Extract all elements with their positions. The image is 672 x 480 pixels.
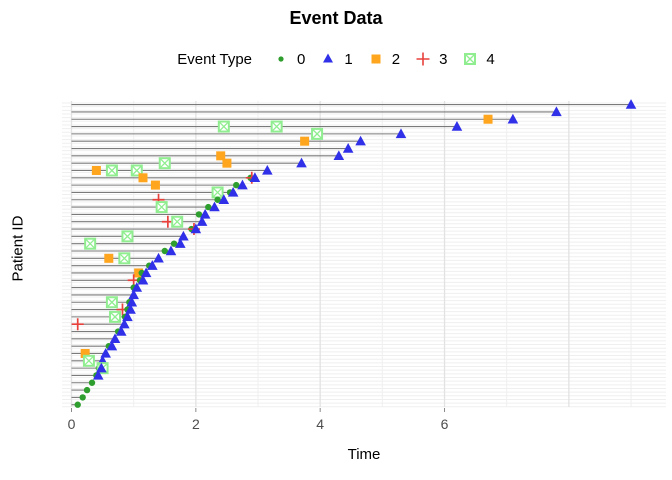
event-marker-type0 (233, 181, 240, 189)
event-marker-type1 (140, 267, 152, 278)
event-marker-type0 (88, 379, 96, 386)
legend-item-label: 1 (344, 50, 353, 68)
legend-item-label: 2 (391, 50, 401, 68)
legend: Event Type 0 1 2 3 4 (0, 50, 672, 68)
event-marker-type4 (118, 252, 130, 264)
event-marker-type1 (342, 143, 354, 153)
event-marker-type1 (178, 230, 189, 241)
event-marker-type1 (126, 296, 138, 307)
event-marker-type2 (80, 348, 90, 358)
legend-item-3: 3 (414, 50, 447, 68)
event-marker-type2 (300, 136, 310, 146)
event-marker-type1 (165, 245, 177, 256)
event-marker-type4 (106, 296, 118, 308)
event-marker-type1 (190, 223, 202, 234)
y-axis-label: Patient ID (9, 215, 27, 282)
event-marker-type1 (355, 135, 366, 146)
event-marker-type1 (106, 340, 118, 351)
x-axis-tick-label: 0 (68, 416, 76, 432)
event-marker-type0 (214, 196, 221, 203)
legend-item-label: 3 (439, 50, 448, 68)
legend-item-2: 2 (367, 50, 400, 68)
legend-item-1: 1 (319, 50, 353, 68)
event-marker-type2 (150, 180, 160, 190)
event-marker-type4 (156, 201, 168, 213)
event-marker-type0 (79, 394, 86, 401)
event-marker-type2 (483, 114, 493, 124)
event-marker-type1 (128, 289, 139, 300)
event-marker-type4 (83, 355, 95, 367)
event-marker-type4 (159, 157, 171, 169)
event-marker-type1 (100, 347, 111, 358)
event-marker-type2 (138, 173, 148, 183)
event-marker-type4 (212, 186, 224, 198)
event-marker-type1 (137, 274, 149, 285)
event-marker-type2 (104, 253, 114, 263)
event-marker-type1 (625, 99, 637, 109)
event-marker-type1 (262, 164, 273, 175)
legend-item-label: 0 (297, 50, 306, 68)
filled-square-icon (371, 54, 381, 64)
chart-title: Event Data (289, 8, 383, 28)
event-marker-type1 (395, 128, 407, 139)
event-marker-type1 (196, 216, 208, 226)
event-marker-type1 (249, 172, 261, 182)
filled-triangle-icon (323, 53, 334, 63)
event-marker-type0 (195, 211, 203, 218)
event-marker-type1 (147, 260, 158, 270)
event-marker-type1 (131, 282, 143, 292)
event-marker-type1 (209, 201, 220, 212)
event-marker-type3 (71, 318, 84, 331)
x-axis-tick-label: 4 (316, 416, 324, 432)
event-marker-type0 (161, 247, 168, 255)
event-marker-type1 (296, 157, 307, 168)
event-marker-type1 (507, 113, 519, 124)
event-marker-type1 (227, 186, 239, 197)
event-marker-type1 (199, 208, 211, 219)
filled-circle-icon (278, 56, 284, 62)
event-marker-type4 (121, 230, 133, 242)
event-marker-type4 (271, 121, 283, 133)
event-marker-type4 (106, 165, 118, 176)
event-marker-type2 (222, 158, 232, 168)
event-marker-type0 (83, 386, 91, 394)
legend-item-0: 0 (272, 50, 305, 68)
event-marker-type4 (109, 311, 121, 323)
event-marker-type4 (84, 238, 96, 250)
event-marker-type1 (125, 304, 136, 314)
event-marker-type1 (237, 179, 248, 190)
event-marker-type1 (153, 252, 164, 263)
event-marker-type4 (311, 128, 323, 140)
event-marker-type1 (174, 238, 186, 248)
event-marker-type2 (91, 165, 101, 175)
legend-title: Event Type (177, 50, 253, 68)
event-marker-type0 (205, 203, 212, 211)
event-marker-type1 (218, 194, 230, 204)
event-marker-type2 (216, 151, 226, 161)
event-marker-type0 (74, 401, 81, 408)
event-marker-type1 (451, 121, 463, 131)
event-marker-type4 (218, 121, 230, 133)
event-marker-type4 (171, 216, 183, 228)
x-axis-tick-label: 6 (441, 416, 449, 432)
event-marker-type1 (115, 326, 127, 336)
legend-item-label: 4 (486, 50, 495, 68)
plus-cross-icon (416, 52, 430, 66)
crossed-open-square-icon (464, 53, 477, 65)
event-marker-type1 (119, 318, 130, 329)
event-marker-type1 (92, 369, 104, 380)
legend-item-4: 4 (461, 50, 495, 68)
event-marker-type0 (170, 240, 178, 247)
event-marker-type1 (109, 333, 121, 344)
event-marker-type1 (96, 362, 107, 373)
event-marker-type1 (122, 311, 133, 322)
event-marker-type1 (333, 150, 345, 161)
x-axis-tick-label: 2 (192, 416, 200, 432)
event-marker-type1 (551, 106, 562, 117)
x-axis-label: Time (347, 446, 381, 463)
